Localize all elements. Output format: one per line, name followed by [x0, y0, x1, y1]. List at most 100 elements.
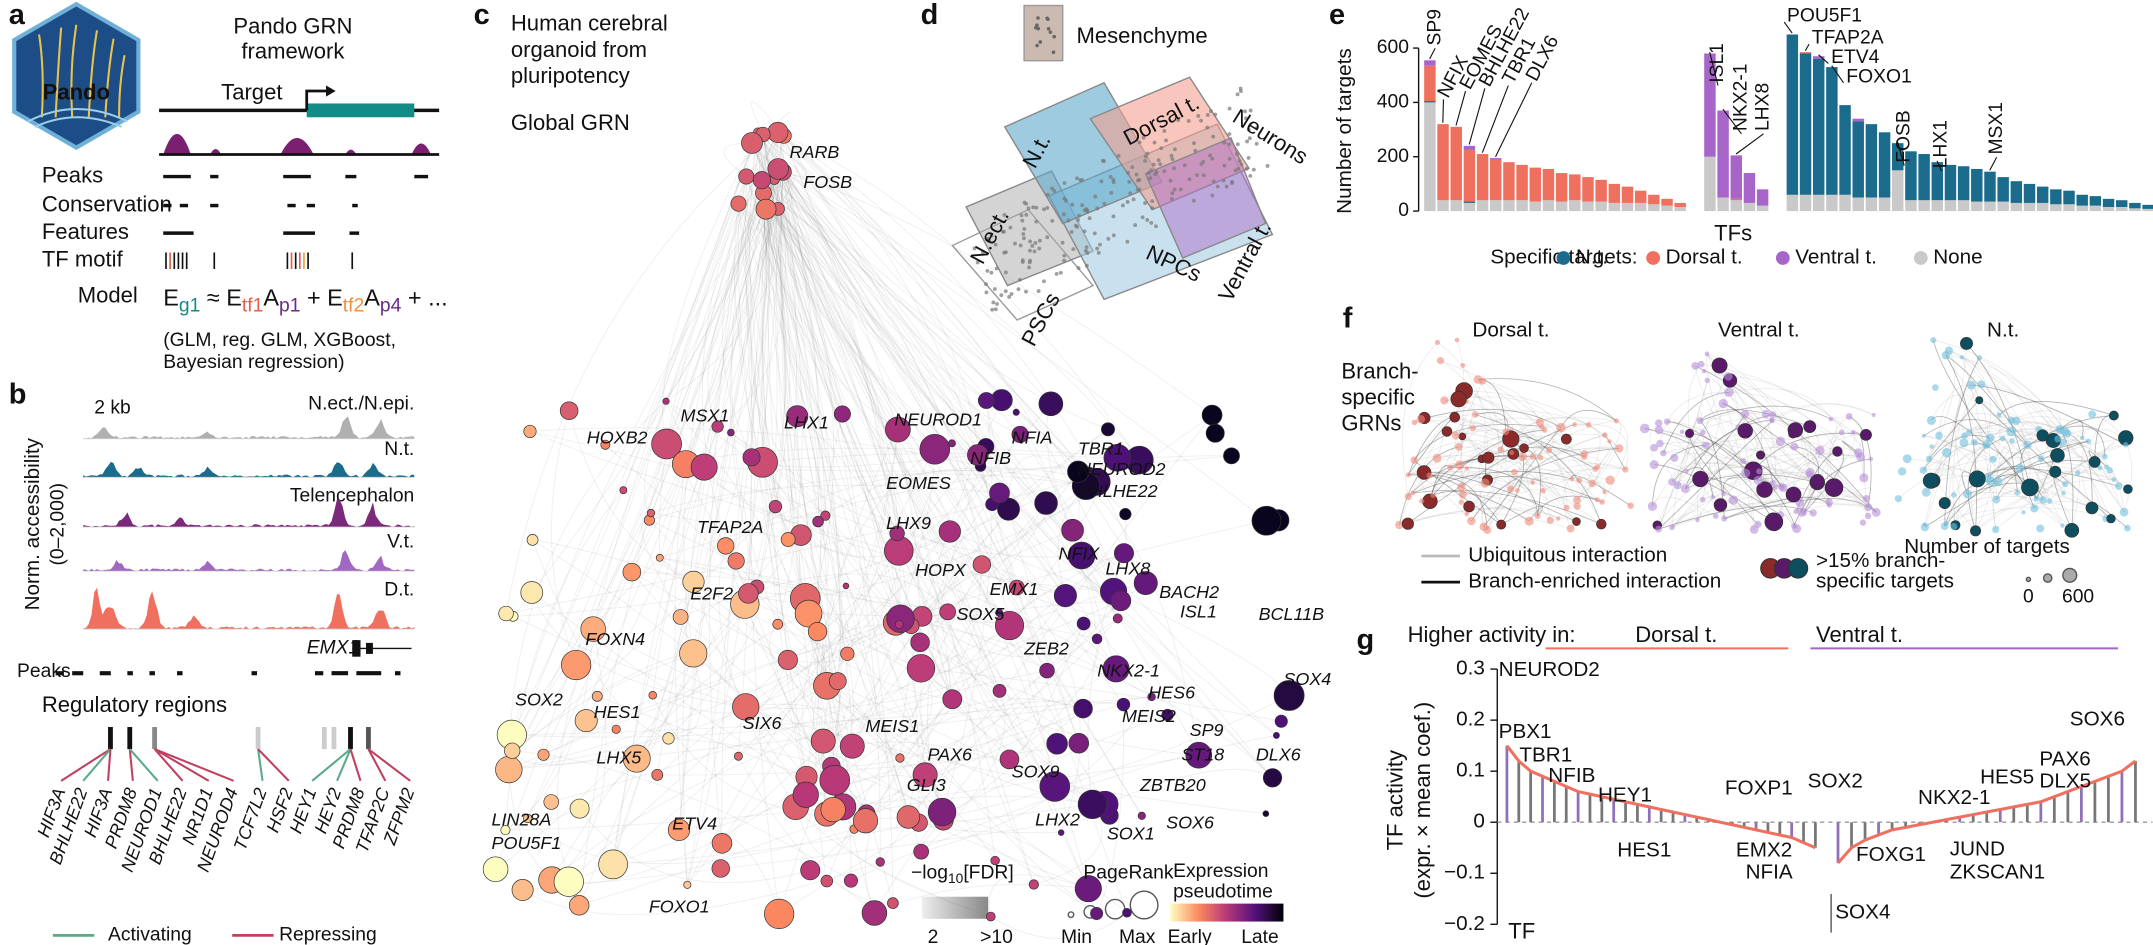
network-node: [2037, 455, 2045, 462]
network-edge: [744, 209, 787, 605]
network-edge: [1104, 768, 1273, 805]
network-edge: [949, 531, 1121, 602]
network-edge: [1671, 501, 1869, 528]
y-tick-label: 0.1: [1456, 759, 1485, 782]
cell-point: [1248, 173, 1253, 178]
cell-point: [1071, 247, 1076, 252]
bar-label: LHX8: [1753, 83, 1774, 131]
network-edge: [2057, 431, 2086, 456]
cell-point: [1143, 201, 1147, 206]
bar-segment: [1621, 186, 1634, 203]
network-edge: [941, 400, 993, 813]
cell-point: [1022, 226, 1027, 231]
bar-segment: [1516, 200, 1528, 212]
network-edge: [782, 171, 835, 614]
network-edge: [1413, 424, 1543, 461]
bar-segment: [1799, 53, 1812, 195]
bar-segment: [1812, 58, 1825, 195]
tf-label: TBR1: [1519, 743, 1572, 766]
equation-part: tf2: [343, 295, 364, 316]
network-node: [1594, 464, 1601, 470]
panel-title: Branch-: [1341, 358, 1418, 383]
network-node: [648, 691, 657, 700]
bar-segment: [1997, 201, 2009, 212]
network-edge: [1794, 446, 1819, 514]
network-edge: [1412, 471, 1488, 494]
network-node: [1110, 590, 1132, 612]
bar-segment: [1931, 200, 1944, 212]
bar-label: POU5F1: [1787, 6, 1862, 27]
network-node: [1803, 420, 1817, 433]
network-edge: [765, 209, 922, 852]
network-edge: [622, 132, 759, 491]
tf-label: JUND: [1950, 837, 2005, 860]
network-edge: [1998, 401, 2114, 416]
network-node: [1756, 481, 1773, 498]
network-edge: [1429, 475, 1488, 530]
network-node: [1507, 485, 1515, 493]
cell-point: [1084, 245, 1089, 250]
network-node: [2060, 523, 2065, 528]
cell-point: [1236, 166, 1241, 171]
network-edge: [745, 176, 1088, 478]
network-node: [1576, 477, 1583, 484]
cell-point: [1036, 16, 1040, 20]
network-node: [727, 428, 735, 437]
regulation-link: [128, 748, 159, 782]
regulatory-region: [331, 727, 337, 750]
network-node: [522, 813, 533, 824]
bar-segment: [1878, 197, 1891, 212]
network-node: [569, 798, 590, 819]
network-edge: [763, 209, 843, 415]
network-edge: [586, 603, 746, 722]
network-edge: [1979, 399, 2031, 491]
legend-title: Expression: [1173, 861, 1268, 882]
panel-letter: f: [1343, 303, 1353, 335]
cell-point: [1080, 203, 1085, 208]
bar-segment: [2050, 204, 2062, 212]
network-node: [651, 768, 664, 781]
network-edge: [751, 142, 881, 862]
network-edge: [668, 737, 943, 813]
network-edge: [1501, 505, 1543, 525]
network-edge: [783, 135, 993, 505]
network-node: [1871, 507, 1881, 517]
y-tick-label: 200: [1377, 146, 1409, 167]
cell-point: [1075, 224, 1079, 229]
exon: [366, 642, 373, 654]
network-node: [1825, 498, 1833, 506]
exon: [352, 640, 361, 657]
legend-tick: 2: [928, 927, 939, 945]
cell-point: [1148, 176, 1153, 181]
network-node: [482, 856, 509, 883]
network-node: [1992, 525, 2000, 534]
network-edge: [747, 208, 779, 594]
network-node: [622, 562, 642, 582]
network-node: [1450, 390, 1467, 408]
network-edge: [718, 545, 797, 808]
gene-label: ETV4: [672, 814, 717, 834]
network-edge: [505, 132, 779, 614]
network-node: [1940, 522, 1949, 531]
gene-label: SIX6: [743, 713, 782, 733]
equation-part: tf1: [242, 295, 263, 316]
cell-point: [994, 266, 999, 271]
network-node: [1272, 731, 1280, 739]
network-edge: [1016, 587, 1081, 833]
regulatory-region: [348, 727, 353, 750]
network-edge: [1482, 380, 1542, 458]
target-diagram: [159, 85, 440, 156]
network-node: [553, 866, 584, 897]
network-edge: [1848, 416, 1872, 508]
bar-segment: [1503, 162, 1515, 201]
legend-tick: Early: [1168, 927, 1212, 945]
cell-point: [1042, 279, 1046, 284]
network-node: [1563, 504, 1570, 511]
axis-label: TF: [1508, 918, 1535, 943]
network-edge: [665, 132, 761, 402]
network-edge: [1528, 495, 1603, 522]
network-node: [611, 724, 621, 734]
network-edge: [1995, 440, 2013, 500]
label-leader: [1495, 82, 1533, 157]
network-node: [942, 689, 963, 710]
